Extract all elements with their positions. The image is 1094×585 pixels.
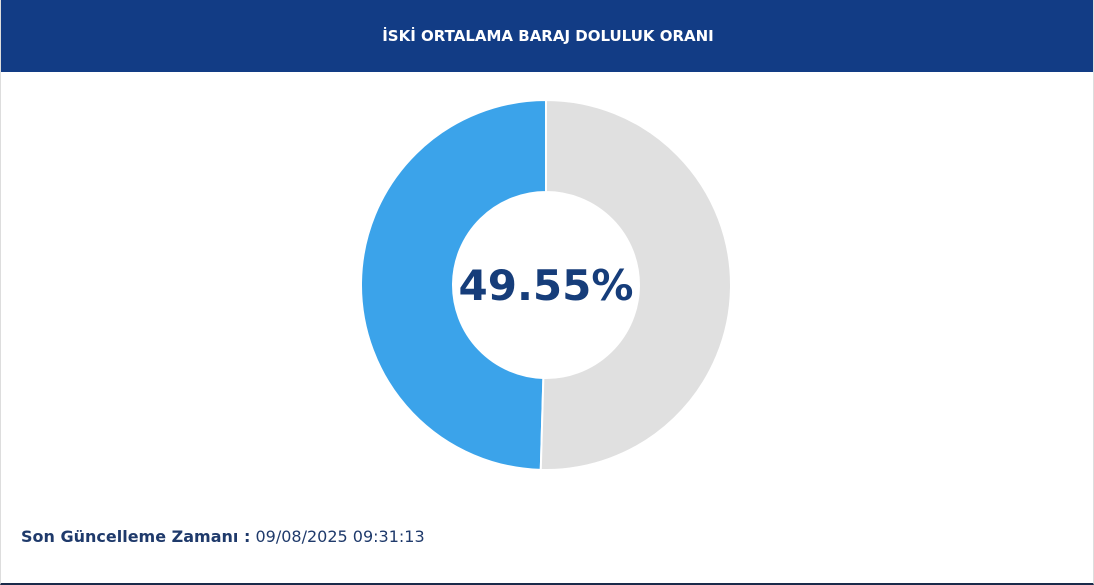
donut-segment — [539, 98, 732, 471]
chart: 49.55% — [360, 98, 732, 471]
center-label: 49.55% — [459, 261, 634, 310]
footer-value: 09/08/2025 09:31:13 — [255, 527, 425, 546]
donut-segment — [360, 98, 547, 471]
footer: Son Güncelleme Zamanı : 09/08/2025 09:31… — [21, 527, 425, 546]
footer-label: Son Güncelleme Zamanı : — [21, 527, 251, 546]
chart-title: İSKİ ORTALAMA BARAJ DOLULUK ORANI — [1, 0, 1093, 72]
